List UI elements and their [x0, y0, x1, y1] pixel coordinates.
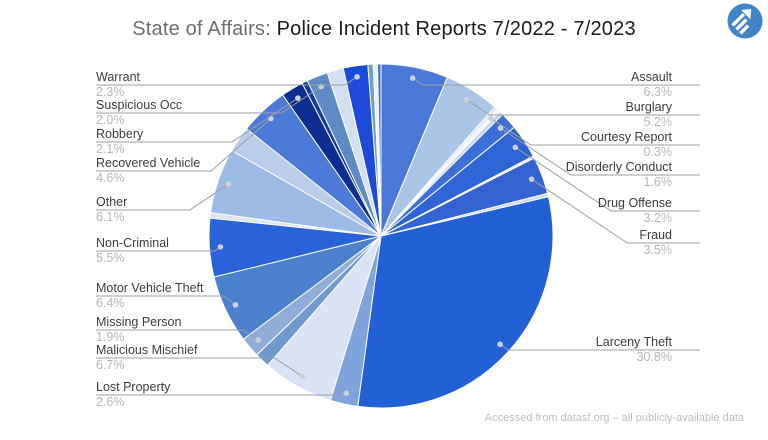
- leader-dot: [409, 75, 416, 81]
- leader-line: [466, 99, 700, 116]
- slice-label: Malicious Mischief: [96, 343, 198, 357]
- logo-arrow-icon: [731, 8, 752, 35]
- slice-label: Suspicious Occ: [96, 98, 182, 112]
- slice-label: Recovered Vehicle: [96, 156, 200, 170]
- slice-pct: 5.2%: [644, 115, 673, 129]
- leader-dot: [295, 95, 301, 101]
- leader-line: [96, 329, 259, 341]
- slice-label: Assault: [631, 70, 673, 84]
- leader-dot: [488, 115, 494, 122]
- slice-pct: 2.1%: [96, 142, 125, 156]
- slice-pct: 5.5%: [96, 251, 125, 265]
- data-credit: Accessed from datasf.org – all publicly-…: [484, 412, 744, 424]
- slice-label: Warrant: [96, 70, 141, 84]
- chart-title-main: Police Incident Reports 7/2022 - 7/2023: [276, 18, 636, 40]
- chart-title: State of Affairs: Police Incident Report…: [0, 18, 768, 41]
- leader-line: [500, 127, 700, 176]
- slice-label: Other: [96, 195, 127, 209]
- pie-slice-unlabeled-28[interactable]: [377, 63, 382, 237]
- slice-pct: 3.5%: [644, 243, 673, 257]
- leader-line: [96, 86, 322, 114]
- leader-line: [412, 77, 700, 86]
- slice-label: Courtesy Report: [581, 130, 673, 144]
- leader-dot: [463, 96, 470, 103]
- leader-line: [96, 183, 229, 211]
- leader-dot: [497, 125, 504, 131]
- slice-label: Non-Criminal: [96, 236, 169, 250]
- leader-line: [531, 178, 700, 244]
- leader-dot: [225, 181, 232, 187]
- leader-line: [96, 76, 358, 86]
- leader-line: [96, 118, 272, 172]
- leader-dot: [232, 302, 239, 308]
- slice-pct: 2.3%: [96, 85, 125, 99]
- slice-pct: 1.9%: [96, 330, 125, 344]
- slice-pct: 6.7%: [96, 358, 125, 372]
- slice-pct: 0.3%: [644, 145, 673, 159]
- slice-label: Burglary: [625, 100, 672, 114]
- slice-pct: 4.6%: [96, 171, 125, 185]
- leader-line: [96, 357, 303, 378]
- leader-line: [490, 117, 700, 146]
- leader-line: [96, 295, 236, 306]
- slice-pct: 1.6%: [644, 175, 673, 189]
- leader-dot: [497, 341, 503, 348]
- slice-label: Fraud: [639, 228, 672, 242]
- slice-label: Missing Person: [96, 315, 181, 329]
- slice-pct: 6.3%: [644, 85, 673, 99]
- chart-title-prefix: State of Affairs:: [132, 18, 277, 40]
- slice-pct: 3.2%: [644, 211, 673, 225]
- slice-label: Lost Property: [96, 380, 171, 394]
- slice-pct: 2.0%: [96, 113, 125, 127]
- leader-line: [515, 146, 700, 212]
- leader-line: [499, 343, 700, 351]
- slice-pct: 30.8%: [637, 350, 672, 364]
- slice-label: Motor Vehicle Theft: [96, 281, 204, 295]
- leader-dot: [255, 337, 261, 343]
- leader-dot: [343, 390, 350, 397]
- slice-label: Larceny Theft: [596, 335, 673, 349]
- leader-dot: [354, 74, 360, 80]
- slice-pct: 6.1%: [96, 210, 125, 224]
- slice-pct: 2.6%: [96, 395, 125, 409]
- leader-dot: [528, 176, 535, 182]
- leader-dot: [512, 144, 519, 151]
- leader-dot: [217, 244, 224, 250]
- slice-label: Disorderly Conduct: [566, 160, 673, 174]
- leader-dot: [299, 373, 306, 380]
- blue-circle-arrow-logo: [727, 3, 763, 39]
- slice-label: Robbery: [96, 127, 144, 141]
- slice-pct: 6.4%: [96, 296, 125, 310]
- pie-slice-larceny-theft[interactable]: [357, 196, 554, 409]
- slice-label: Drug Offense: [598, 196, 672, 210]
